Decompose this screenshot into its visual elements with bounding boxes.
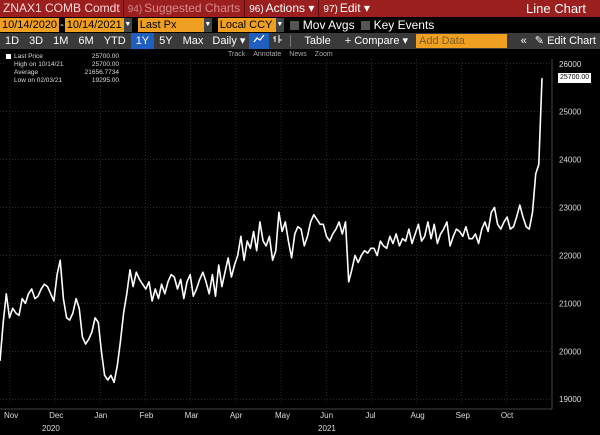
range-max[interactable]: Max xyxy=(182,35,204,47)
edit-chart-button[interactable]: ✎ Edit Chart xyxy=(531,33,600,49)
x-tick-label: Apr xyxy=(230,411,243,420)
collapse-panel-button[interactable]: « xyxy=(520,35,527,47)
x-tick-label: Dec xyxy=(49,411,63,420)
end-date-field[interactable]: 10/14/2021 xyxy=(64,18,124,32)
legend-average: Average 21656.7734 xyxy=(6,69,119,77)
range-1m[interactable]: 1M xyxy=(53,35,69,47)
x-tick-label: Oct xyxy=(501,411,514,420)
legend-low-label: Low on 02/03/21 xyxy=(14,77,63,84)
x-tick-label: May xyxy=(275,411,290,420)
legend-high-label: High on 10/14/21 xyxy=(14,61,64,68)
add-data-input[interactable]: Add Data xyxy=(416,34,507,48)
y-tick-label: 21000 xyxy=(559,299,582,308)
currency-select[interactable]: Local CCY xyxy=(217,18,276,32)
y-tick-label: 26000 xyxy=(559,60,582,69)
chart-area[interactable]: 19000 20000 21000 22000 23000 24000 25000 26000… xyxy=(0,49,600,435)
end-date-dropdown-icon[interactable]: ▼ xyxy=(123,18,132,32)
x-tick-label: Jun xyxy=(320,411,333,420)
legend-average-value: 21656.7734 xyxy=(84,69,119,76)
date-range-dash: - xyxy=(60,19,64,31)
start-date-field[interactable]: 10/14/2020 xyxy=(0,18,60,32)
security-ticker[interactable]: ZNAX1 COMB Comdt xyxy=(0,0,123,17)
key-events-checkbox[interactable] xyxy=(360,20,370,30)
table-button[interactable]: Table xyxy=(304,35,331,47)
series-line-last-price xyxy=(0,78,543,384)
x-tick-label: Feb xyxy=(140,411,154,420)
x-tick-label: Jul xyxy=(365,411,375,420)
range-1y[interactable]: 1Y xyxy=(130,33,155,49)
date-options-row: 10/14/2020 - 10/14/2021 ▼ Last Px ▼ Loca… xyxy=(0,17,600,33)
x-year-label: 2020 xyxy=(42,424,60,433)
line-chart[interactable]: 19000 20000 21000 22000 23000 24000 25000 26000… xyxy=(0,49,600,435)
period-select[interactable]: Daily ▾ xyxy=(212,35,246,47)
x-tick-label: Jan xyxy=(94,411,107,420)
actions-number: 96) xyxy=(249,4,264,15)
edit-menu-button[interactable]: 97) Edit ▾ xyxy=(318,0,374,17)
window-title: Line Chart xyxy=(526,1,586,16)
y-tick-label: 23000 xyxy=(559,204,582,213)
suggested-charts-number: 94) xyxy=(127,4,143,15)
range-6m[interactable]: 6M xyxy=(78,35,94,47)
legend-last-price-label: Last Price xyxy=(14,53,43,60)
range-5y[interactable]: 5Y xyxy=(159,35,173,47)
x-tick-label: Nov xyxy=(4,411,18,420)
edit-label: Edit ▾ xyxy=(339,1,370,15)
last-price-tag: 25700.00 xyxy=(558,73,592,83)
x-tick-label: Aug xyxy=(411,411,425,420)
actions-label: Actions ▾ xyxy=(265,1,315,15)
y-tick-label: 20000 xyxy=(559,347,582,356)
actions-menu-button[interactable]: 96) Actions ▾ xyxy=(244,0,318,17)
compare-button[interactable]: + Compare ▾ xyxy=(344,35,409,47)
range-ytd[interactable]: YTD xyxy=(103,35,126,47)
y-tick-label: 22000 xyxy=(559,251,582,260)
range-1d[interactable]: 1D xyxy=(5,35,20,47)
key-events-label: Key Events xyxy=(373,18,435,32)
legend-average-label: Average xyxy=(14,69,39,76)
price-field-dropdown-icon[interactable]: ▼ xyxy=(203,18,212,32)
bar-chart-type-icon[interactable] xyxy=(269,33,287,49)
currency-dropdown-icon[interactable]: ▼ xyxy=(275,18,284,32)
track-tool[interactable]: Track xyxy=(228,51,246,58)
toolbar-divider xyxy=(290,35,292,47)
line-chart-type-icon[interactable] xyxy=(249,33,270,49)
legend-high-value: 25700.00 xyxy=(91,61,119,68)
suggested-charts-button[interactable]: 94) Suggested Charts xyxy=(122,0,245,17)
suggested-charts-label: Suggested Charts xyxy=(144,1,241,15)
y-tick-label: 24000 xyxy=(559,156,582,165)
x-year-label: 2021 xyxy=(318,424,336,433)
legend-low-value: 19295.00 xyxy=(91,77,119,84)
x-tick-label: Mar xyxy=(185,411,199,420)
edit-chart-label: Edit Chart xyxy=(547,35,596,47)
command-bar: ZNAX1 COMB Comdt 94) Suggested Charts 96)… xyxy=(0,0,600,17)
edit-number: 97) xyxy=(323,4,338,15)
legend-high: High on 10/14/21 25700.00 xyxy=(6,61,119,69)
price-field-select[interactable]: Last Px xyxy=(137,18,204,32)
zoom-tool[interactable]: Zoom xyxy=(314,51,333,58)
legend-low: Low on 02/03/21 19295.00 xyxy=(6,77,119,85)
mov-avgs-label: Mov Avgs xyxy=(302,18,355,32)
mov-avgs-checkbox[interactable] xyxy=(289,20,299,30)
x-tick-label: Sep xyxy=(456,411,471,420)
chart-legend: Last Price 25700.00 High on 10/14/21 257… xyxy=(6,53,119,85)
annotate-tool[interactable]: Annotate xyxy=(253,51,282,58)
pencil-icon: ✎ xyxy=(534,35,545,47)
last-price-swatch-icon xyxy=(6,54,11,59)
y-tick-label: 19000 xyxy=(559,395,582,404)
legend-last-price: Last Price 25700.00 xyxy=(6,53,119,61)
legend-last-price-value: 25700.00 xyxy=(91,53,119,60)
news-tool[interactable]: News xyxy=(289,51,307,58)
chart-mini-tools: Track Annotate News Zoom xyxy=(228,51,333,58)
chart-toolbar: 1D 3D 1M 6M YTD 1Y 5Y Max Daily ▾ Table … xyxy=(0,33,600,49)
y-tick-label: 25000 xyxy=(559,108,582,117)
range-3d[interactable]: 3D xyxy=(29,35,44,47)
